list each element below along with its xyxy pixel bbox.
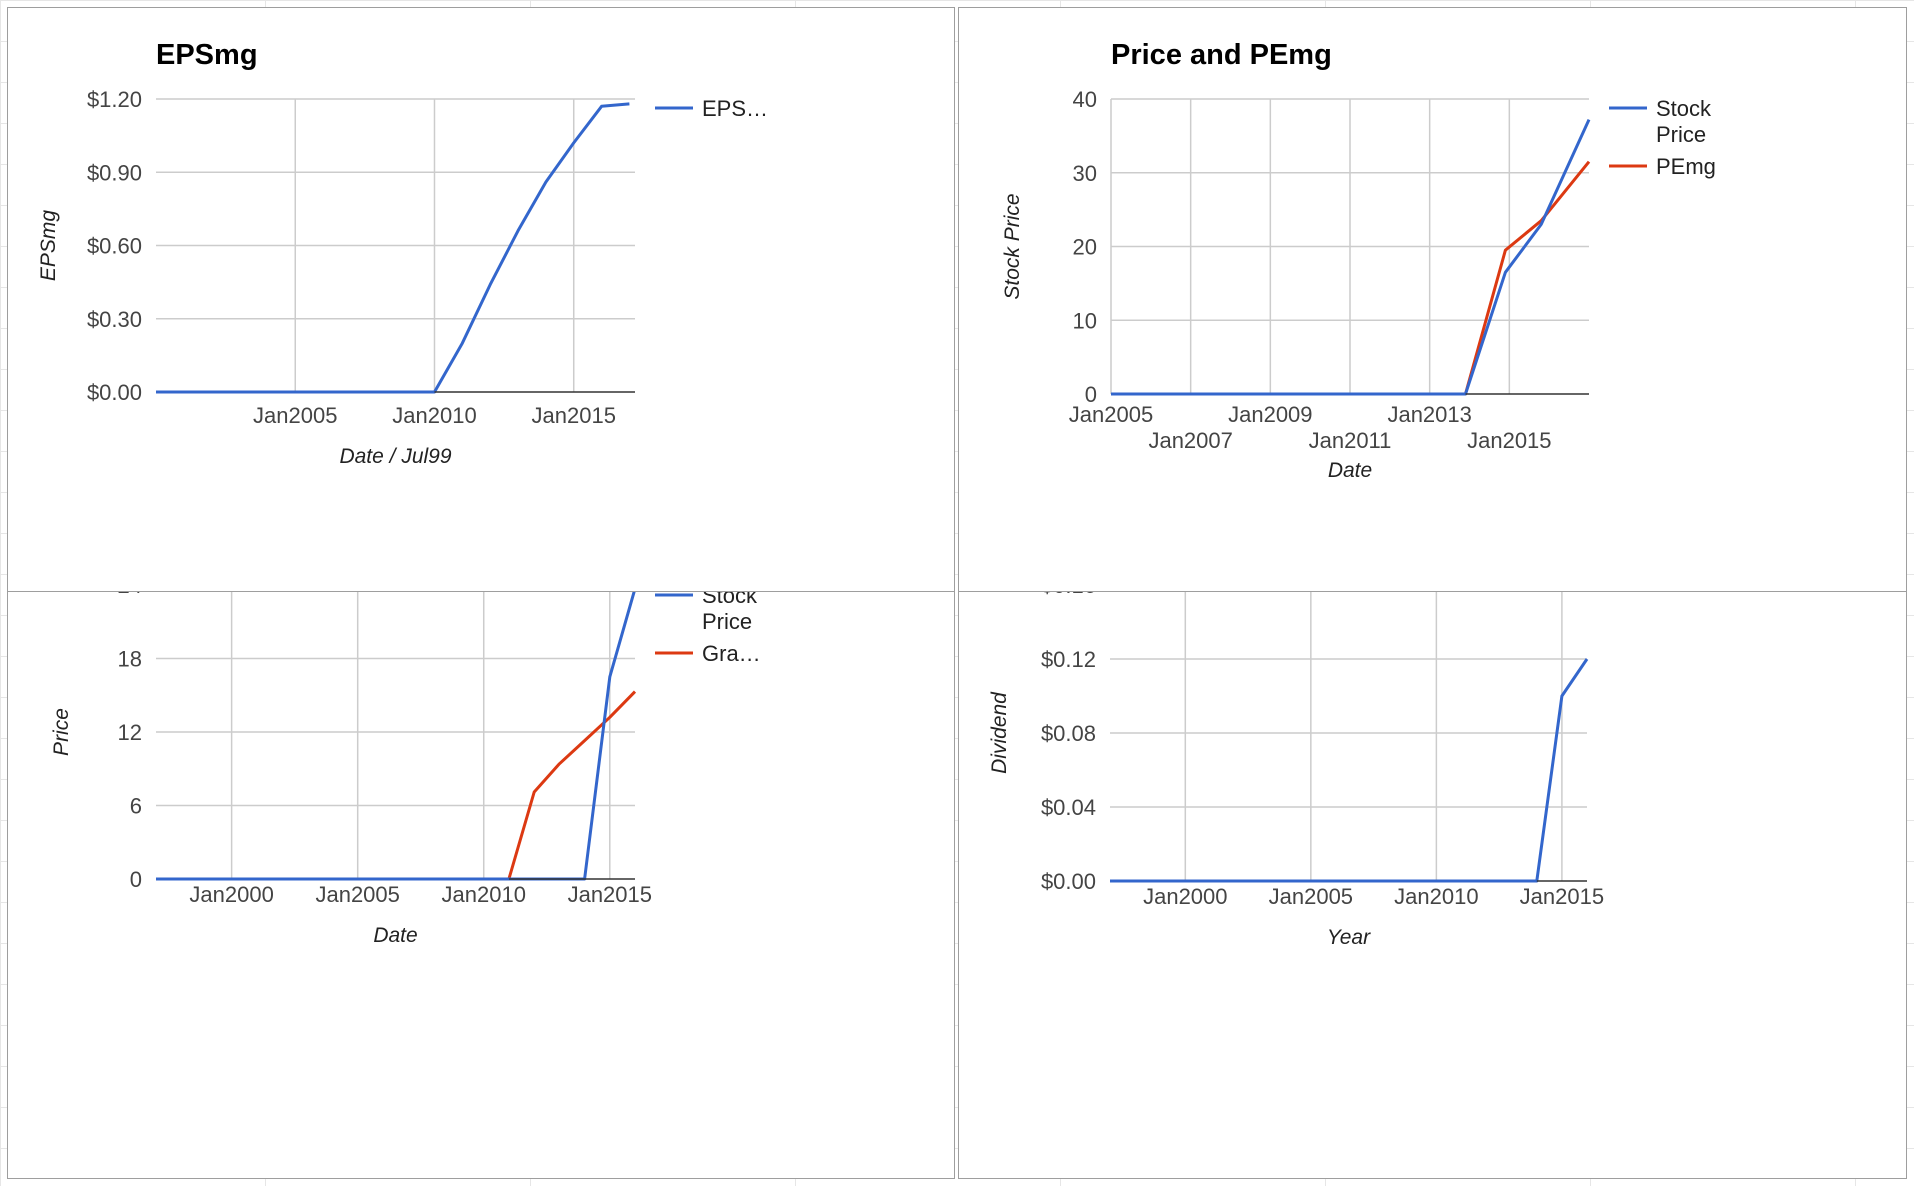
chart-price-and-pemg-svg: Price and PEmg010203040Jan2005Jan2007Jan… [1001, 39, 1716, 482]
x-tick-label: Jan2015 [1467, 428, 1551, 453]
x-tick-label: Jan2005 [1069, 402, 1153, 427]
y-axis-title: Price [50, 708, 73, 756]
y-tick-label: $1.20 [87, 87, 142, 112]
legend: EPS… [655, 96, 768, 121]
y-tick-label: $0.30 [87, 307, 142, 332]
y-axis-title: Stock Price [1001, 193, 1024, 299]
y-tick-label: 0 [1085, 382, 1097, 407]
x-tick-label: Jan2005 [253, 403, 337, 428]
y-tick-label: 6 [130, 794, 142, 819]
chart-dividend-history-svg: Dividend History$0.00$0.04$0.08$0.12$0.1… [988, 592, 1604, 949]
series-line-gra[interactable] [156, 690, 637, 881]
gridlines [156, 98, 635, 392]
series-line-stock-price[interactable] [156, 592, 636, 881]
x-tick-label: Jan2005 [315, 882, 399, 907]
y-axis-title: EPSmg [37, 210, 60, 282]
chart-epsmg[interactable]: EPSmg $0.00 $0.30 $0.60 $0.90 $1.20 Jan2005 Jan… [7, 7, 955, 592]
chart-title: Price and PEmg [1111, 39, 1332, 71]
y-tick-label: 18 [118, 647, 142, 672]
y-axis-title: Dividend [988, 691, 1011, 774]
gridlines [1110, 98, 1589, 394]
x-tick-label: Jan2005 [1269, 884, 1353, 909]
gridlines [156, 592, 635, 879]
x-tick-label: Jan2009 [1228, 402, 1312, 427]
legend-label-stock-price[interactable]: Stock Price [702, 592, 758, 634]
legend: Stock Price Gra… [655, 592, 761, 666]
x-tick-label: Jan2015 [532, 403, 616, 428]
y-tick-label: 40 [1073, 87, 1097, 112]
x-axis-title: Year [1327, 926, 1371, 949]
x-axis-title: Date [373, 924, 417, 947]
series-line-eps[interactable] [156, 102, 630, 394]
chart-dividend-history[interactable]: Dividend History$0.00$0.04$0.08$0.12$0.1… [958, 591, 1907, 1179]
x-tick-label: Jan2010 [1394, 884, 1478, 909]
y-tick-label: $0.90 [87, 160, 142, 185]
y-tick-label: $0.60 [87, 234, 142, 259]
y-tick-label: 10 [1073, 308, 1097, 333]
x-tick-label: Jan2000 [189, 882, 273, 907]
legend-label-pemg[interactable]: PEmg [1656, 154, 1716, 179]
chart-graham-number-svg: Graham Number and Stock Price06121824Jan… [50, 592, 761, 947]
x-tick-label: Jan2011 [1309, 428, 1392, 453]
y-tick-label: $0.00 [1041, 869, 1096, 894]
legend-label-gra[interactable]: Gra… [702, 641, 761, 666]
y-tick-label: $0.00 [87, 380, 142, 405]
gridlines [1110, 592, 1587, 881]
x-tick-label: Jan2000 [1143, 884, 1227, 909]
x-tick-label: Jan2010 [442, 882, 526, 907]
y-tick-label: 0 [130, 867, 142, 892]
chart-graham-number[interactable]: Graham Number and Stock Price06121824Jan… [7, 591, 955, 1179]
series-line-dividend[interactable] [1110, 658, 1589, 883]
x-axis-title: Date / Jul99 [339, 445, 451, 468]
y-tick-label: 20 [1073, 235, 1097, 260]
y-tick-label: 24 [118, 592, 142, 598]
legend-label-stock-price[interactable]: Stock Price [1656, 96, 1712, 147]
chart-price-and-pemg[interactable]: Price and PEmg 0 10 20 30 40 Jan2005 Jan2007 Jan… [958, 7, 1907, 592]
y-tick-label: $0.12 [1041, 647, 1096, 672]
y-tick-label: $0.08 [1041, 721, 1096, 746]
y-tick-label: $0.16 [1041, 592, 1096, 598]
x-tick-label: Jan2007 [1148, 428, 1232, 453]
x-tick-label: Jan2013 [1387, 402, 1471, 427]
y-tick-label: 12 [118, 720, 142, 745]
x-axis-title: Date [1328, 459, 1372, 482]
y-tick-label: $0.04 [1041, 795, 1096, 820]
series-line-stock-price[interactable] [1111, 118, 1591, 396]
x-tick-label: Jan2010 [392, 403, 476, 428]
x-tick-label: Jan2015 [568, 882, 652, 907]
x-tick-label: Jan2015 [1520, 884, 1604, 909]
series-line-pemg[interactable] [1389, 160, 1591, 396]
chart-title: EPSmg [156, 39, 258, 71]
y-tick-label: 30 [1073, 161, 1097, 186]
chart-epsmg-svg: EPSmg $0.00 $0.30 $0.60 $0.90 $1.20 Jan2005 Jan… [37, 39, 768, 468]
legend-label-eps[interactable]: EPS… [702, 96, 768, 121]
legend: Stock Price PEmg [1609, 96, 1716, 179]
